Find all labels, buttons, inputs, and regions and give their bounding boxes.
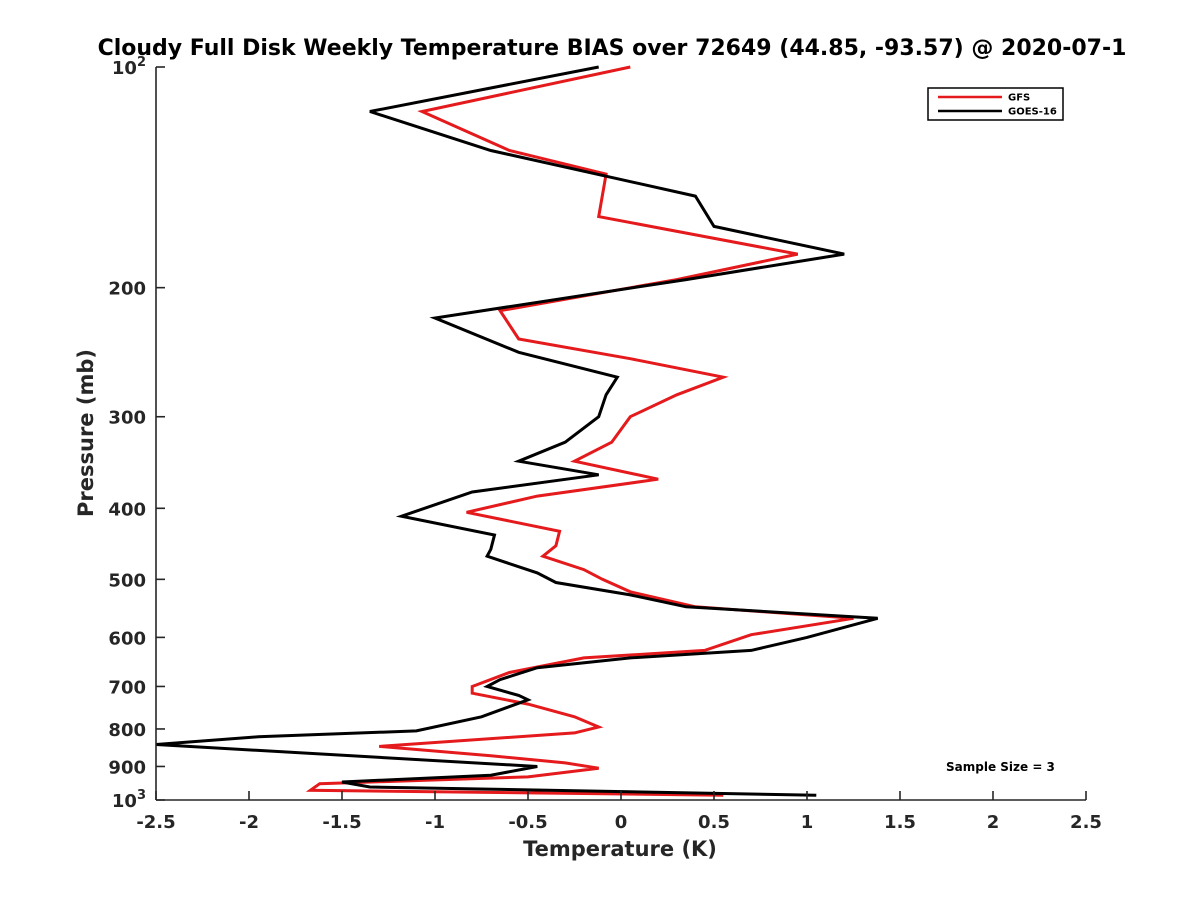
- y-tick-label: 200: [108, 279, 146, 300]
- y-tick-label: 500: [108, 570, 146, 591]
- x-axis-ticks: -2.5 -2 -1.5 -1 -0.5 0 0.5 1 1.5 2 2.5: [136, 791, 1102, 833]
- series-layer: [156, 65, 879, 797]
- x-tick-label: -2.5: [136, 812, 175, 833]
- x-tick-label: -1.5: [322, 812, 361, 833]
- x-tick-label: 0.5: [698, 812, 730, 833]
- y-tick-label: 400: [108, 499, 146, 520]
- legend-box: [927, 87, 1064, 121]
- x-tick-label: -2: [239, 812, 259, 833]
- legend-label-goes16: GOES-16: [1008, 107, 1057, 118]
- legend: GFS GOES-16: [927, 87, 1064, 121]
- sample-size-annotation: Sample Size = 3: [946, 760, 1055, 774]
- x-tick-label: -0.5: [508, 812, 547, 833]
- x-axis-label: Temperature (K): [523, 837, 717, 861]
- legend-label-gfs: GFS: [1008, 93, 1030, 104]
- y-tick-label: 300: [108, 408, 146, 429]
- x-tick-label: -1: [425, 812, 445, 833]
- y-tick-label: 900: [108, 757, 146, 778]
- x-tick-label: 1.5: [884, 812, 916, 833]
- axes: [155, 67, 1086, 801]
- x-tick-label: 0: [615, 812, 628, 833]
- chart-title: Cloudy Full Disk Weekly Temperature BIAS…: [98, 36, 1127, 61]
- y-tick-label: 600: [108, 628, 146, 649]
- series-line-goes16: [156, 65, 879, 797]
- y-tick-label: 700: [108, 677, 146, 698]
- x-tick-label: 2: [987, 812, 1000, 833]
- y-tick-label: 102: [112, 55, 146, 79]
- y-tick-label: 800: [108, 720, 146, 741]
- y-axis-ticks: 102 200 300 400 500 600 700 800 900 103: [108, 55, 165, 812]
- series-line-gfs: [305, 65, 854, 797]
- y-axis-label: Pressure (mb): [74, 349, 98, 517]
- x-tick-label: 1: [801, 812, 814, 833]
- x-tick-label: 2.5: [1070, 812, 1102, 833]
- y-tick-label: 103: [112, 788, 146, 812]
